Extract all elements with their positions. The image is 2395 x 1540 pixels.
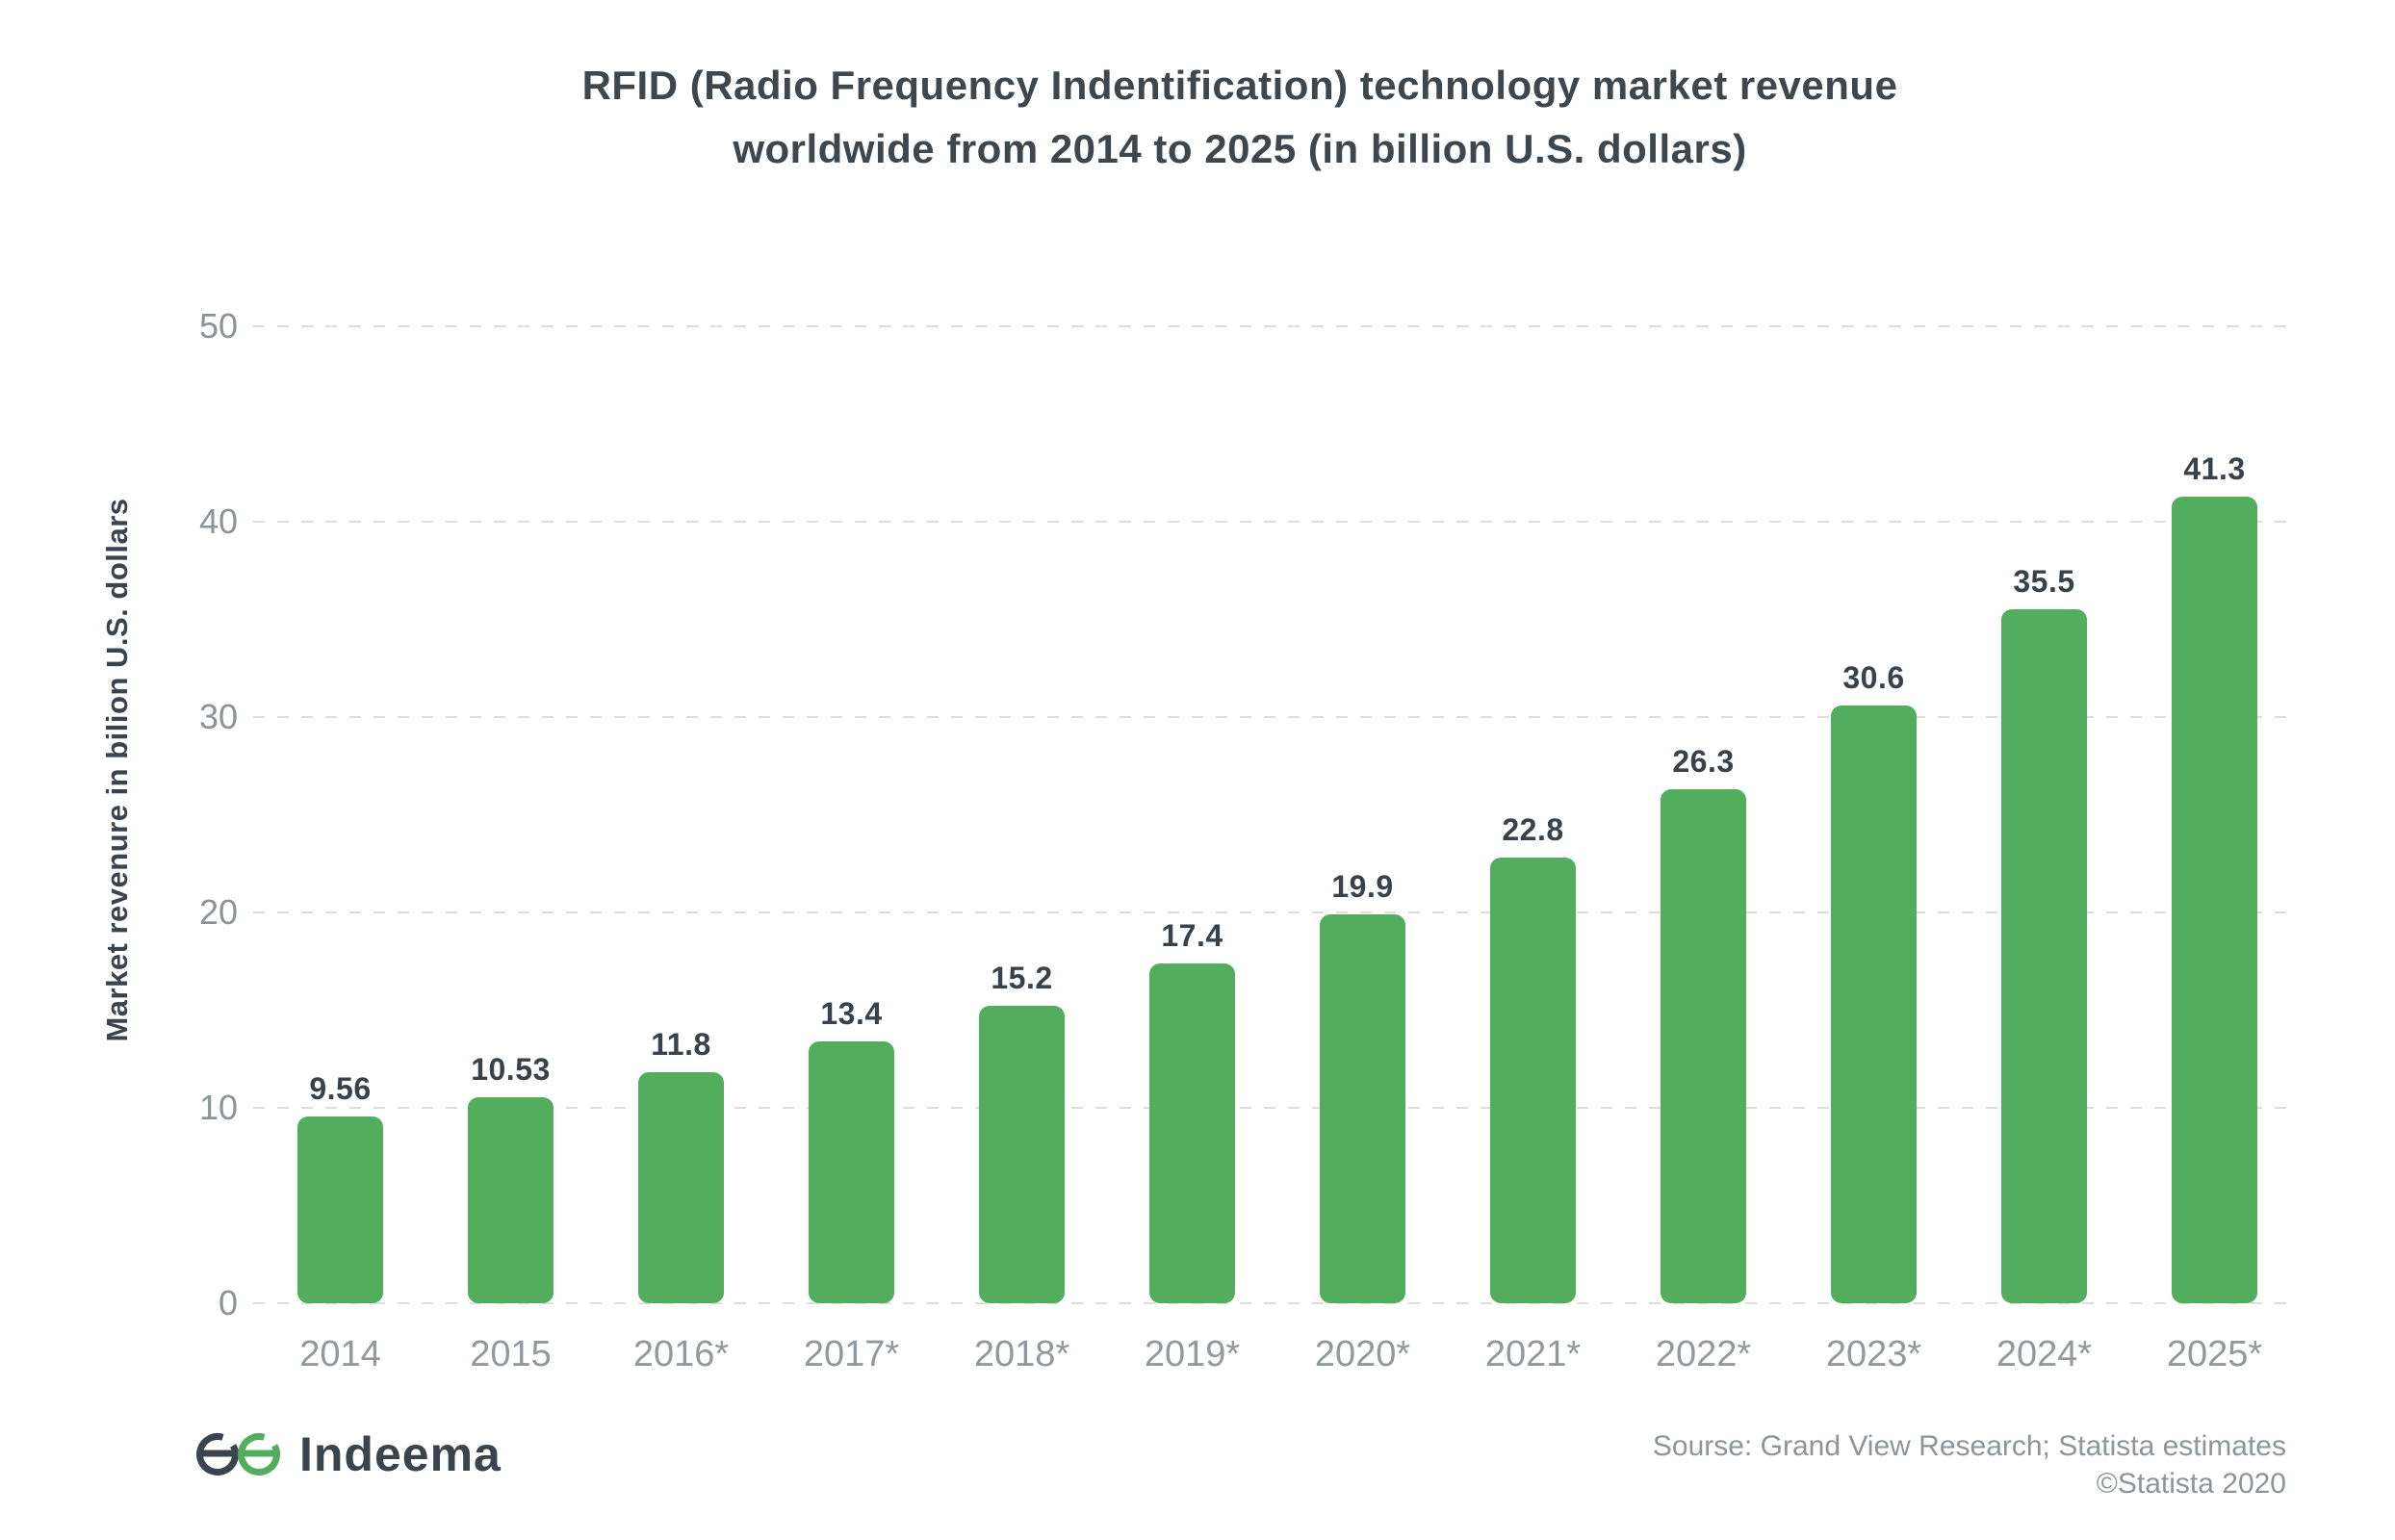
bar — [979, 1006, 1065, 1303]
bar-value-label: 17.4 — [1161, 917, 1223, 953]
gridline — [253, 1302, 2287, 1304]
source-line: Sourse: Grand View Research; Statista es… — [1652, 1430, 2286, 1462]
y-axis-tick-label: 10 — [198, 1088, 238, 1127]
y-axis-tick-label: 30 — [198, 697, 238, 736]
bar — [1831, 705, 1917, 1303]
bar-value-label: 15.2 — [991, 961, 1053, 996]
y-axis-tick-label: 0 — [218, 1283, 238, 1322]
y-axis-tick-label: 20 — [198, 892, 238, 932]
chart-title-line2: worldwide from 2014 to 2025 (in billion … — [733, 126, 1747, 171]
x-axis-tick-label: 2015 — [470, 1334, 552, 1374]
bar — [638, 1072, 724, 1303]
gridline — [253, 716, 2287, 718]
indeema-logo-icon — [196, 1433, 280, 1476]
bar-value-label: 11.8 — [651, 1027, 711, 1063]
x-axis-tick-label: 2019* — [1144, 1334, 1241, 1374]
x-axis-tick-label: 2018* — [973, 1334, 1070, 1374]
bar — [2001, 609, 2087, 1303]
x-axis-tick-label: 2021* — [1484, 1334, 1582, 1374]
bar-value-label: 22.8 — [1502, 812, 1564, 848]
x-axis-tick-label: 2017* — [803, 1334, 900, 1374]
bar — [2172, 496, 2257, 1303]
indeema-logo-text: Indeema — [299, 1427, 502, 1481]
bar — [297, 1116, 383, 1303]
bar — [1149, 962, 1235, 1303]
source-attribution: Sourse: Grand View Research; Statista es… — [1653, 1427, 2286, 1502]
y-axis-tick-label: 40 — [198, 501, 238, 541]
bar-value-label: 10.53 — [471, 1052, 551, 1088]
y-axis-title: Market revenure in bilion U.S. dollars — [100, 498, 134, 1042]
plot-area: 0 10 20 30 40 50 9.56 2014 10.53 2015 11.8 2016* 13.… — [199, 309, 2287, 1374]
bar-value-label: 35.5 — [2013, 564, 2075, 600]
bar — [468, 1097, 554, 1303]
gridline — [253, 911, 2287, 913]
chart-title: RFID (Radio Frequency Indentification) t… — [193, 54, 2287, 181]
bar-value-label: 19.9 — [1331, 869, 1394, 905]
gridline — [253, 521, 2287, 523]
x-axis-tick-label: 2022* — [1655, 1334, 1752, 1374]
x-axis-tick-label: 2020* — [1314, 1334, 1411, 1374]
bar — [809, 1040, 894, 1303]
indeema-logo: Indeema — [195, 1428, 502, 1480]
bar — [1661, 789, 1746, 1303]
gridline — [253, 1107, 2287, 1109]
gridline — [253, 325, 2287, 327]
chart-title-line1: RFID (Radio Frequency Indentification) t… — [581, 63, 1898, 108]
bar — [1490, 858, 1576, 1303]
bar-value-label: 30.6 — [1842, 659, 1905, 695]
copyright-line: ©Statista 2020 — [2096, 1468, 2286, 1500]
x-axis-tick-label: 2023* — [1825, 1334, 1922, 1374]
x-axis-tick-label: 2014 — [299, 1334, 381, 1374]
x-axis-tick-label: 2024* — [1996, 1334, 2093, 1374]
y-axis-tick-label: 50 — [198, 306, 238, 346]
bar-value-label: 13.4 — [820, 995, 883, 1031]
bar-value-label: 26.3 — [1672, 744, 1735, 780]
x-axis-tick-label: 2025* — [2166, 1334, 2263, 1374]
x-axis-tick-label: 2016* — [632, 1334, 730, 1374]
bar-value-label: 9.56 — [309, 1070, 372, 1106]
bar-value-label: 41.3 — [2183, 450, 2246, 486]
bar — [1320, 914, 1405, 1303]
